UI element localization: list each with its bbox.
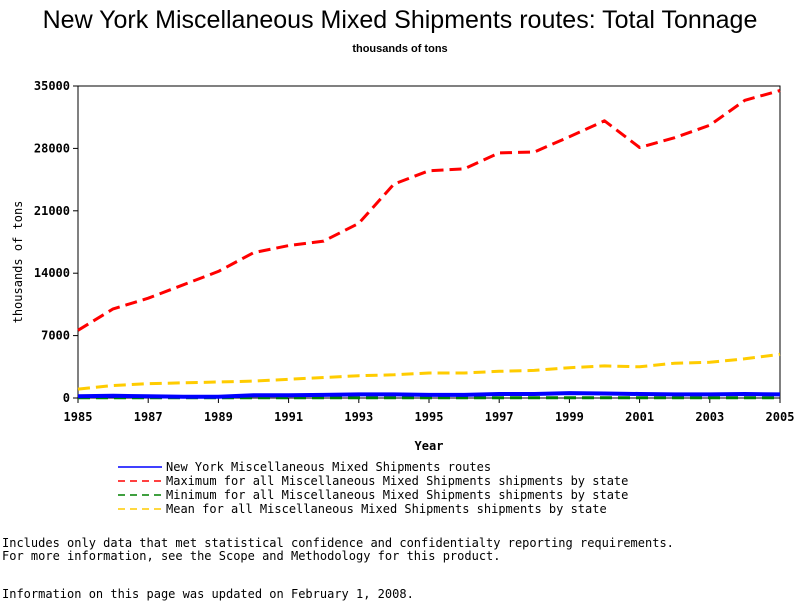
x-tick-label: 1993 (344, 410, 373, 424)
legend-swatch-minimum (118, 494, 162, 496)
y-axis-label: thousands of tons (11, 201, 25, 324)
legend-swatch-new-york (118, 466, 162, 468)
legend-swatch-maximum (118, 480, 162, 482)
legend-label-mean: Mean for all Miscellaneous Mixed Shipmen… (166, 502, 607, 516)
x-tick-label: 1987 (134, 410, 163, 424)
legend-label-maximum: Maximum for all Miscellaneous Mixed Ship… (166, 474, 629, 488)
x-tick-label: 2003 (695, 410, 724, 424)
series-line-new-york (77, 391, 781, 399)
plot-frame (77, 85, 781, 399)
series-line-mean (77, 352, 781, 391)
x-tick-label: 1989 (204, 410, 233, 424)
chart-legend: New York Miscellaneous Mixed Shipments r… (118, 460, 758, 516)
footnote-confidence: Includes only data that met statistical … (2, 536, 674, 550)
footnote-methodology: For more information, see the Scope and … (2, 549, 501, 563)
y-tick-label: 35000 (34, 79, 70, 93)
y-tick-label: 21000 (34, 204, 70, 218)
y-tick-label: 14000 (34, 266, 70, 280)
x-tick-label: 2005 (766, 410, 795, 424)
legend-item-mean: Mean for all Miscellaneous Mixed Shipmen… (118, 502, 758, 516)
legend-label-new-york: New York Miscellaneous Mixed Shipments r… (166, 460, 492, 474)
legend-item-maximum: Maximum for all Miscellaneous Mixed Ship… (118, 474, 758, 488)
legend-item-minimum: Minimum for all Miscellaneous Mixed Ship… (118, 488, 758, 502)
x-tick-label: 1985 (64, 410, 93, 424)
series-line-maximum (77, 89, 781, 332)
legend-label-minimum: Minimum for all Miscellaneous Mixed Ship… (166, 488, 629, 502)
y-tick-label: 0 (63, 391, 70, 405)
x-tick-label: 2001 (625, 410, 654, 424)
y-tick-label: 28000 (34, 141, 70, 155)
legend-swatch-mean (118, 508, 162, 510)
x-tick-label: 1991 (274, 410, 303, 424)
footnote-updated: Information on this page was updated on … (2, 587, 414, 601)
y-tick-label: 7000 (41, 329, 70, 343)
x-tick-label: 1997 (485, 410, 514, 424)
x-tick-label: 1995 (415, 410, 444, 424)
x-axis-label: Year (415, 439, 444, 453)
chart-title: New York Miscellaneous Mixed Shipments r… (42, 6, 758, 34)
x-tick-label: 1999 (555, 410, 584, 424)
legend-item-new-york: New York Miscellaneous Mixed Shipments r… (118, 460, 758, 474)
chart-subtitle: thousands of tons (352, 43, 448, 55)
